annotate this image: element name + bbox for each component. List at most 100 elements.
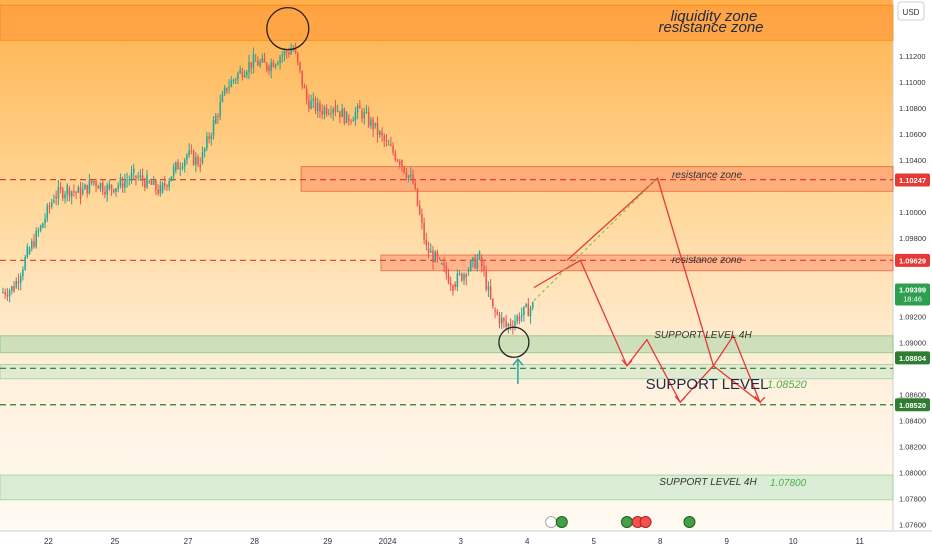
candle-body [352, 120, 354, 122]
candle-body [427, 248, 430, 253]
candle-body [441, 263, 443, 265]
candle-body [15, 281, 18, 288]
candle-body [230, 80, 233, 87]
candle-body [405, 172, 408, 178]
support-level-value: 1.08520 [767, 379, 808, 391]
candle-body [476, 258, 479, 269]
candle-body [148, 181, 151, 183]
candle-body [487, 286, 490, 290]
candle-body [394, 152, 397, 160]
zones-layer [0, 4, 894, 501]
candle-body [312, 98, 315, 101]
candle-body [509, 323, 512, 327]
candle-body [166, 185, 168, 187]
event-icon [555, 516, 568, 528]
candle-body [325, 107, 328, 114]
candle-body [339, 111, 341, 118]
candle-body [119, 177, 122, 186]
candle-body [113, 188, 115, 193]
candle-body [503, 318, 505, 322]
candle-body [62, 189, 64, 199]
candle-body [263, 58, 266, 63]
candle-body [104, 191, 106, 195]
price-tick-label: 1.09800 [899, 234, 926, 243]
candle-body [403, 166, 405, 173]
candle-body [97, 186, 100, 189]
time-tick-label: 2024 [379, 537, 397, 546]
candle-body [354, 112, 357, 121]
candle-body [252, 54, 255, 68]
zone-resistance-1 [300, 166, 894, 192]
candle-body [436, 252, 439, 258]
candle-body [527, 304, 530, 317]
currency-button[interactable]: USD [897, 1, 925, 21]
candle-body [130, 172, 133, 180]
currency-button-label: USD [903, 8, 920, 17]
candle-body [19, 276, 22, 283]
candle-body [126, 180, 128, 182]
candle-body [308, 100, 310, 109]
candle-body [332, 109, 335, 114]
candle-body [483, 266, 485, 272]
candle-body [496, 311, 499, 315]
candle-body [55, 196, 57, 199]
candle-body [226, 87, 228, 91]
candle-body [334, 105, 337, 112]
candle-body [190, 150, 193, 152]
levels-layer [0, 179, 893, 406]
projection-path [533, 177, 762, 405]
highlight-circle [498, 326, 530, 358]
candle-body [13, 286, 15, 292]
event-icon [683, 516, 696, 528]
candle-body [461, 273, 463, 281]
candle-body [529, 308, 532, 317]
candle-body [110, 184, 113, 189]
candle-body [261, 58, 264, 62]
candle-body [163, 183, 166, 186]
candle-body [480, 257, 483, 267]
candle-body [418, 205, 421, 215]
time-tick-label: 27 [184, 537, 193, 546]
price-level-badge [895, 351, 930, 365]
time-axis[interactable]: 22 25 27 28 29 2024 3 4 5 8 9 10 11 [44, 537, 864, 546]
support-level-label: SUPPORT LEVEL [646, 376, 769, 393]
candle-body [463, 274, 465, 281]
candle-body [144, 180, 146, 188]
candle-body [356, 105, 359, 113]
candle-body [139, 175, 142, 178]
candle-body [181, 166, 184, 169]
candle-body [319, 103, 321, 112]
candle-body [412, 174, 414, 184]
price-tick-label: 1.08600 [899, 390, 926, 399]
candle-body [50, 202, 53, 207]
highlight-circle [266, 6, 310, 51]
candle-body [199, 164, 202, 168]
candle-body [46, 205, 49, 219]
price-tick-label: 1.08000 [899, 468, 926, 477]
candle-body [39, 225, 42, 231]
candle-body [343, 108, 346, 124]
zone-liquidity [0, 4, 894, 41]
price-axis[interactable]: 1.11200 1.11000 1.10800 1.10600 1.10400 1.100… [895, 52, 930, 530]
candle-body [2, 292, 4, 294]
price-tick-label: 1.10400 [899, 156, 926, 165]
candle-body [392, 145, 394, 153]
candle-body [445, 265, 448, 275]
candle-body [341, 108, 343, 118]
zone-resistance-2 [380, 254, 894, 272]
candle-body [330, 113, 332, 115]
support-4h-low-label: SUPPORT LEVEL 4H [659, 477, 757, 488]
candle-body [472, 257, 474, 262]
resistance-zone-label-2: resistance zone [672, 255, 742, 266]
candle-body [108, 184, 111, 189]
candle-body [294, 48, 297, 53]
price-tick-label: 1.07800 [899, 494, 926, 503]
candle-body [217, 115, 219, 117]
candle-body [146, 175, 148, 188]
candle-body [296, 52, 299, 63]
candle-body [372, 119, 374, 130]
price-tick-label: 1.10800 [899, 104, 926, 113]
candle-body [474, 257, 476, 269]
candle-body [478, 251, 481, 259]
